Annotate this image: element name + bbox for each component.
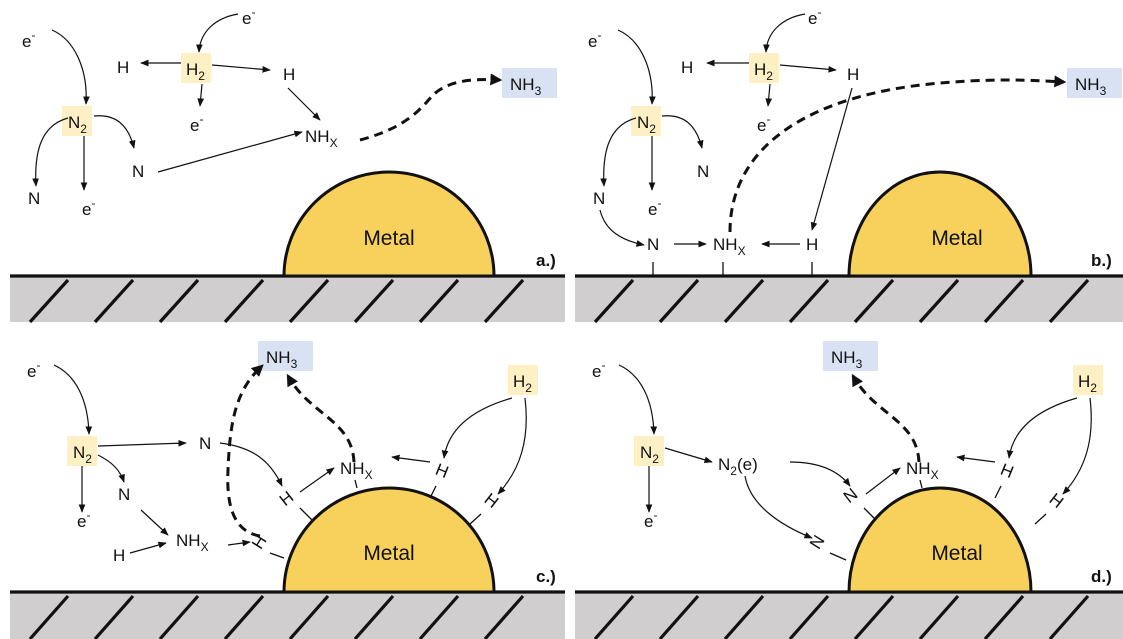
nh3-label: NH3 bbox=[831, 348, 863, 371]
electron-label: e- bbox=[27, 358, 40, 381]
n-atom-label: N bbox=[199, 434, 211, 453]
h-atom-label: H bbox=[113, 546, 125, 565]
adsorbed-h-label: H bbox=[276, 487, 297, 510]
nh3-box bbox=[502, 68, 557, 98]
h2-label: H2 bbox=[186, 60, 205, 83]
metal-particle bbox=[282, 170, 496, 278]
electron-label: e- bbox=[757, 112, 770, 135]
electron-label: e- bbox=[648, 196, 661, 219]
support-surface bbox=[575, 592, 1123, 639]
electron-label: e- bbox=[588, 28, 601, 51]
adsorbed-n-label: N bbox=[840, 484, 861, 507]
metal-particle bbox=[847, 486, 1033, 594]
electron-label: e- bbox=[644, 508, 657, 531]
metal-label: Metal bbox=[363, 227, 414, 250]
panel-label-d: d.) bbox=[1091, 567, 1112, 586]
electron-label: e- bbox=[22, 28, 35, 51]
metal-label: Metal bbox=[931, 542, 982, 565]
n2-label: N2 bbox=[637, 113, 656, 136]
electron-label: e- bbox=[77, 508, 90, 531]
support-hatching bbox=[593, 278, 1090, 324]
reaction-arrows bbox=[599, 13, 1067, 248]
nh3-box bbox=[823, 341, 878, 371]
h2-box bbox=[1073, 365, 1103, 395]
electron-label: e- bbox=[190, 112, 203, 135]
reaction-arrows bbox=[32, 13, 503, 191]
nh3-label: NH3 bbox=[266, 348, 298, 371]
reaction-arrows bbox=[53, 364, 527, 554]
n2-label: N2 bbox=[73, 443, 92, 466]
surface-bonds bbox=[269, 479, 482, 559]
panel-c: Metal c.) N2 H2 NH3 e- e- N N H NHX NHX … bbox=[10, 341, 565, 639]
n2-box bbox=[634, 436, 664, 466]
support-hatching bbox=[593, 594, 1090, 639]
n2-box bbox=[631, 106, 661, 136]
n2-box bbox=[67, 436, 97, 466]
electron-label: e- bbox=[242, 5, 255, 28]
adsorbed-h-label: H bbox=[806, 235, 818, 254]
n2-box bbox=[62, 106, 92, 136]
n-atom-label: N bbox=[132, 162, 144, 181]
electron-label: e- bbox=[808, 5, 821, 28]
n2-label: N2 bbox=[68, 113, 87, 136]
h2-box bbox=[508, 365, 538, 395]
h2-box bbox=[749, 53, 779, 83]
h2-label: H2 bbox=[513, 372, 532, 395]
metal-label: Metal bbox=[363, 542, 414, 565]
h2-box bbox=[181, 53, 211, 83]
panel-b: Metal b.) N2 H2 NH3 e- e- H H e- N e- N … bbox=[575, 5, 1123, 324]
panel-a: Metal a.) N2 H2 NH3 e- e- H H e- N e- N … bbox=[10, 5, 565, 324]
nhx-label: NHX bbox=[305, 127, 338, 150]
h-atom-label: H bbox=[117, 58, 129, 77]
electron-label: e- bbox=[82, 196, 95, 219]
panel-label-b: b.) bbox=[1091, 251, 1112, 270]
nhx-label: NHX bbox=[176, 531, 209, 554]
adsorbed-nhx-label: NHX bbox=[713, 235, 746, 258]
metal-label: Metal bbox=[931, 227, 982, 250]
metal-particle bbox=[282, 486, 496, 594]
n-atom-label: N bbox=[28, 189, 40, 208]
adsorbed-h-label: H bbox=[998, 460, 1017, 482]
h-atom-label: H bbox=[283, 65, 295, 84]
support-hatching bbox=[28, 278, 525, 324]
metal-particle bbox=[847, 170, 1033, 278]
h2-label: H2 bbox=[1078, 372, 1097, 395]
h2-label: H2 bbox=[754, 60, 773, 83]
panel-d: Metal d.) N2 H2 NH3 e- e- N2(e) NHX N N … bbox=[575, 341, 1123, 639]
support-surface bbox=[575, 276, 1123, 322]
h-atom-label: H bbox=[847, 65, 859, 84]
adsorbed-h-label: H bbox=[433, 460, 452, 482]
surface-bonds bbox=[652, 262, 813, 276]
support-surface bbox=[10, 276, 565, 322]
n-atom-label: N bbox=[697, 162, 709, 181]
reaction-arrows bbox=[618, 364, 1092, 539]
adsorbed-n-label: N bbox=[806, 532, 829, 552]
nh3-label: NH3 bbox=[510, 75, 542, 98]
adsorbed-n-label: N bbox=[647, 235, 659, 254]
adsorbed-nhx-label: NHX bbox=[906, 459, 939, 482]
panel-label-c: c.) bbox=[536, 567, 556, 586]
nh3-box bbox=[258, 341, 313, 371]
nh3-label: NH3 bbox=[1075, 75, 1107, 98]
surface-bonds bbox=[829, 479, 1047, 561]
nh3-box bbox=[1067, 68, 1122, 98]
support-hatching bbox=[28, 594, 525, 639]
n2-label: N2 bbox=[640, 443, 659, 466]
excited-n2-label: N2(e) bbox=[718, 455, 758, 478]
n-atom-label: N bbox=[118, 485, 130, 504]
h-atom-label: H bbox=[681, 58, 693, 77]
support-surface bbox=[10, 592, 565, 639]
n-atom-label: N bbox=[593, 189, 605, 208]
panel-label-a: a.) bbox=[536, 251, 556, 270]
adsorbed-nhx-label: NHX bbox=[340, 459, 373, 482]
electron-label: e- bbox=[592, 358, 605, 381]
